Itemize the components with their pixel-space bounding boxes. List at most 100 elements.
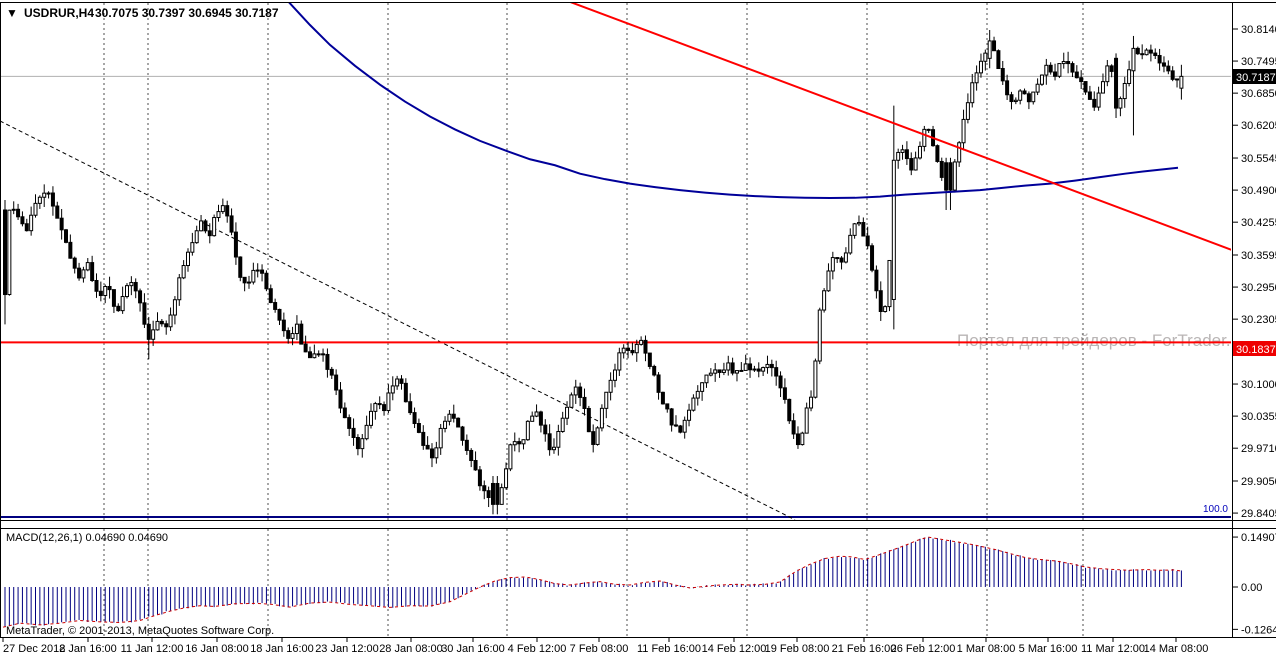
time-axis-label: 11 Feb 16:00 xyxy=(637,643,701,655)
chart-title-symbol: USDRUR,H4 xyxy=(24,6,94,20)
candle xyxy=(926,128,931,131)
candle xyxy=(830,257,835,272)
candle xyxy=(591,431,596,445)
candle xyxy=(504,468,509,489)
dashed-trendline[interactable] xyxy=(0,120,796,520)
candle xyxy=(360,438,365,450)
copyright-text: MetaTrader, © 2001-2013, MetaQuotes Soft… xyxy=(6,625,274,637)
candle xyxy=(996,50,1001,70)
time-axis-label: 14 Feb 12:00 xyxy=(702,643,767,655)
candle xyxy=(608,379,613,393)
candle xyxy=(469,449,474,462)
candle xyxy=(617,352,622,371)
moving-average-line[interactable] xyxy=(287,0,1179,200)
time-axis-label: 26 Feb 12:00 xyxy=(891,643,956,655)
red-trendline[interactable] xyxy=(565,0,1240,253)
candle xyxy=(1044,64,1049,76)
candle xyxy=(212,217,217,237)
candle xyxy=(1057,63,1062,77)
macd-indicator-label: MACD(12,26,1) 0.04690 0.04690 xyxy=(6,532,168,544)
candle xyxy=(813,360,818,398)
candle xyxy=(726,362,731,371)
candle xyxy=(120,296,125,312)
candle xyxy=(1179,75,1184,89)
candle xyxy=(687,409,692,421)
candle xyxy=(425,444,430,450)
candle xyxy=(264,272,269,290)
candle xyxy=(290,333,295,339)
candle xyxy=(347,417,352,429)
candle xyxy=(1066,60,1071,65)
candle xyxy=(482,485,487,492)
price-axis-label: 30.5545 xyxy=(1241,153,1276,165)
candle xyxy=(713,369,718,374)
price-axis-label: 30.3595 xyxy=(1241,250,1276,262)
candle xyxy=(59,217,64,231)
candle xyxy=(691,397,696,411)
candle xyxy=(1083,81,1088,93)
candle xyxy=(225,205,230,217)
candle xyxy=(1005,80,1010,96)
macd-axis[interactable]: 0.14907 0.00 -0.12643 xyxy=(1233,532,1276,636)
candle xyxy=(795,433,800,446)
candle xyxy=(957,142,962,163)
time-axis-label: 4 Feb 12:00 xyxy=(508,643,567,655)
candle xyxy=(438,427,443,449)
time-axis-label: 19 Feb 08:00 xyxy=(765,643,830,655)
price-axis[interactable]: 30.8140 30.7495 30.6850 30.6205 30.5545 30.49… xyxy=(1233,24,1276,520)
candle xyxy=(447,413,452,422)
candle xyxy=(133,281,138,292)
candle xyxy=(325,353,330,370)
candle xyxy=(111,289,116,307)
candle xyxy=(16,208,21,218)
symbol-dropdown-arrow[interactable]: ▼ xyxy=(6,6,18,20)
price-axis-label: 30.6850 xyxy=(1241,88,1276,100)
candle xyxy=(321,353,326,356)
candle xyxy=(190,242,195,253)
candle xyxy=(338,389,343,409)
price-axis-label: 30.0355 xyxy=(1241,411,1276,423)
candle xyxy=(656,374,661,393)
candle xyxy=(900,149,905,153)
candle xyxy=(98,290,103,297)
candle xyxy=(20,216,25,225)
candle xyxy=(586,407,591,433)
candle xyxy=(530,415,535,422)
candle xyxy=(1153,52,1158,57)
time-axis-label: 21 Feb 16:00 xyxy=(832,643,897,655)
candle xyxy=(560,417,565,432)
candle xyxy=(168,314,173,328)
candle xyxy=(652,365,657,376)
candle xyxy=(538,411,543,426)
candle xyxy=(81,269,86,279)
candle xyxy=(116,305,121,312)
candle xyxy=(752,368,757,371)
candle xyxy=(395,378,400,387)
price-panel-surface[interactable] xyxy=(0,2,1232,520)
candle xyxy=(1039,74,1044,85)
candle xyxy=(604,391,609,409)
macd-panel-surface[interactable] xyxy=(0,528,1232,638)
macd-axis-label: 0.00 xyxy=(1241,582,1262,594)
candle xyxy=(565,406,570,419)
candle xyxy=(499,487,504,505)
candle xyxy=(573,386,578,396)
candle xyxy=(1100,81,1105,94)
candle xyxy=(495,482,500,505)
price-panel xyxy=(0,0,1240,520)
candle xyxy=(456,417,461,428)
candle xyxy=(1000,68,1005,82)
candle xyxy=(142,302,147,325)
current-price-tag: 30.7187 xyxy=(1233,69,1276,84)
candle xyxy=(50,192,55,207)
candle xyxy=(730,362,735,374)
candle xyxy=(660,391,665,405)
candle xyxy=(159,320,164,325)
candle xyxy=(68,241,73,259)
candle xyxy=(739,369,744,372)
time-axis-label: 27 Dec 2012 xyxy=(3,643,65,655)
time-axis-label: 7 Feb 08:00 xyxy=(570,643,629,655)
candle xyxy=(543,424,548,435)
